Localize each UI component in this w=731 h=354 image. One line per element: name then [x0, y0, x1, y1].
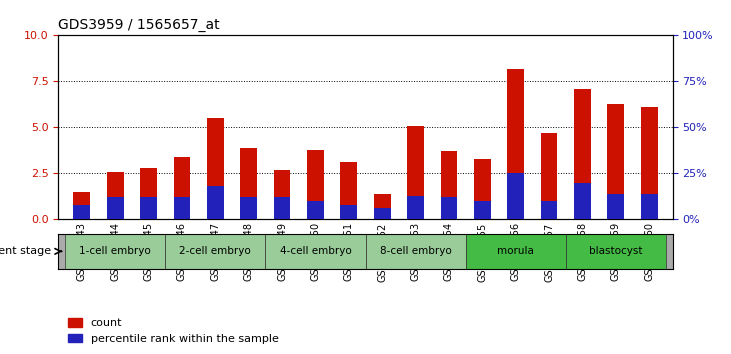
Bar — [541, 133, 558, 219]
Bar — [140, 168, 157, 219]
Bar — [407, 126, 424, 219]
Bar — [507, 69, 524, 219]
Bar — [441, 198, 458, 219]
Bar — [341, 162, 357, 219]
Bar — [107, 172, 124, 219]
Bar — [74, 205, 90, 219]
Bar — [307, 201, 324, 219]
Bar — [74, 192, 90, 219]
Bar — [174, 157, 190, 219]
Bar — [574, 89, 591, 219]
Text: GDS3959 / 1565657_at: GDS3959 / 1565657_at — [58, 18, 220, 32]
Bar — [441, 152, 458, 219]
Text: 4-cell embryo: 4-cell embryo — [279, 246, 352, 256]
Bar — [566, 234, 666, 269]
Bar — [240, 148, 257, 219]
Bar — [541, 201, 558, 219]
Bar — [207, 186, 224, 219]
Text: 1-cell embryo: 1-cell embryo — [80, 246, 151, 256]
Bar — [374, 194, 390, 219]
Bar — [165, 234, 265, 269]
Bar — [140, 198, 157, 219]
Bar — [374, 209, 390, 219]
Bar — [507, 173, 524, 219]
Text: blastocyst: blastocyst — [589, 246, 643, 256]
Bar — [641, 107, 657, 219]
Bar — [641, 194, 657, 219]
Bar — [407, 195, 424, 219]
Bar — [240, 198, 257, 219]
Bar — [474, 159, 491, 219]
Bar — [107, 198, 124, 219]
Bar — [574, 183, 591, 219]
Legend: count, percentile rank within the sample: count, percentile rank within the sample — [64, 314, 283, 348]
Bar — [474, 201, 491, 219]
Text: 2-cell embryo: 2-cell embryo — [179, 246, 251, 256]
Bar — [607, 103, 624, 219]
Text: morula: morula — [497, 246, 534, 256]
Bar — [265, 234, 366, 269]
Bar — [65, 234, 165, 269]
Text: development stage: development stage — [0, 246, 51, 256]
Bar — [466, 234, 566, 269]
Bar — [273, 170, 290, 219]
Text: 8-cell embryo: 8-cell embryo — [379, 246, 452, 256]
Bar — [207, 118, 224, 219]
Bar — [366, 234, 466, 269]
Bar — [273, 198, 290, 219]
Bar — [307, 149, 324, 219]
Bar — [174, 198, 190, 219]
Bar — [341, 205, 357, 219]
Bar — [607, 194, 624, 219]
